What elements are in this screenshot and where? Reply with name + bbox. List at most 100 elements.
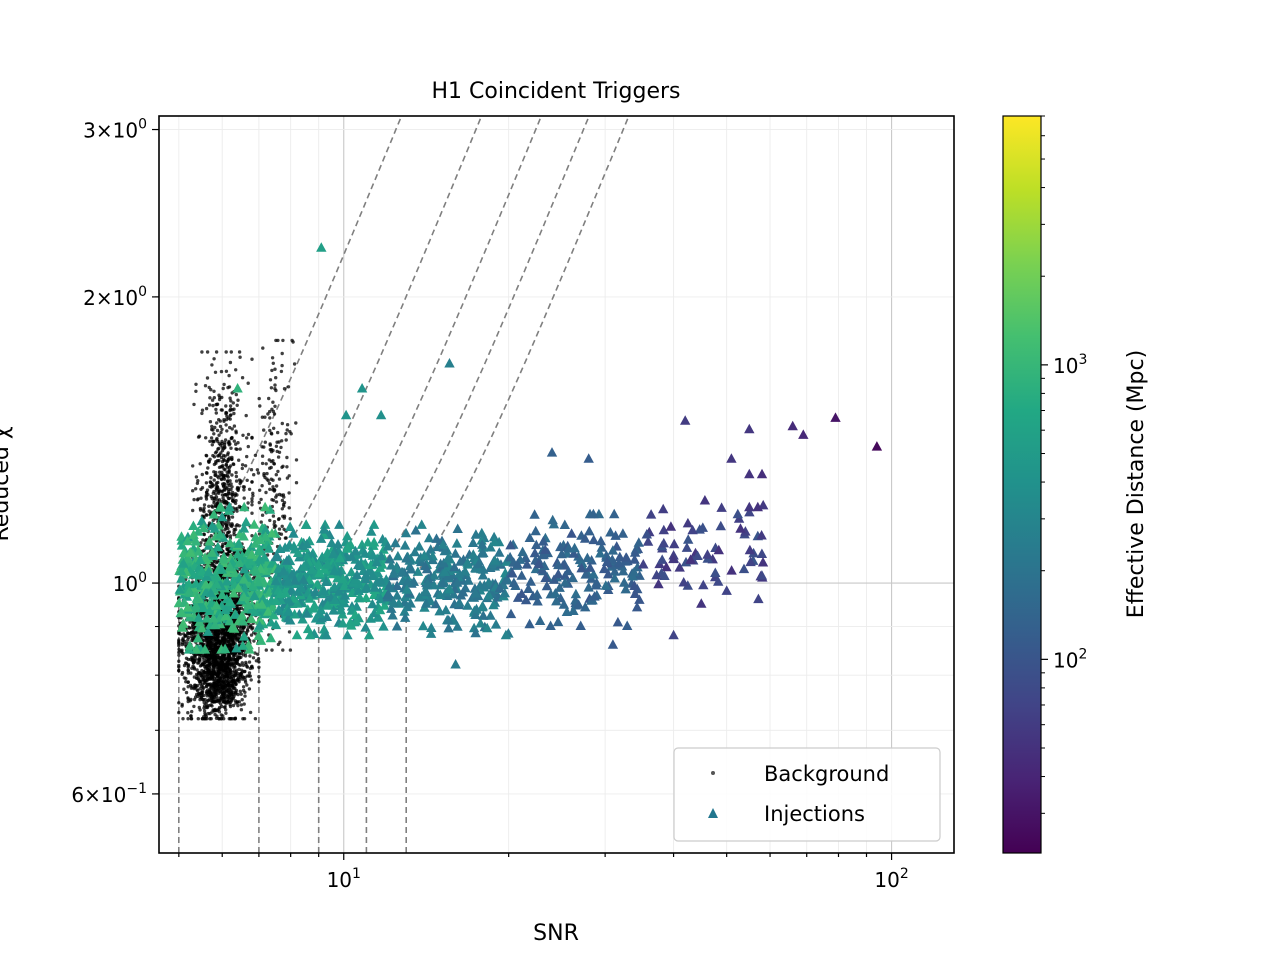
injection-point — [221, 576, 233, 586]
injection-point — [412, 566, 424, 576]
background-point — [230, 408, 234, 412]
injection-point — [555, 541, 566, 552]
injection-point — [665, 521, 677, 531]
background-point — [243, 690, 247, 694]
injection-point — [569, 542, 580, 553]
background-point — [231, 703, 236, 708]
injection-point — [529, 509, 540, 519]
background-point — [207, 504, 211, 508]
background-point — [229, 487, 233, 492]
injection-point — [399, 606, 410, 616]
background-point — [203, 384, 208, 388]
background-point — [222, 477, 227, 481]
background-point — [186, 697, 190, 701]
background-point — [186, 664, 190, 668]
background-point — [259, 497, 263, 502]
injection-point — [193, 546, 205, 556]
injection-point — [401, 553, 412, 563]
injection-point — [502, 574, 513, 584]
background-point — [214, 411, 218, 415]
background-point — [226, 385, 230, 390]
background-point — [225, 465, 230, 469]
injection-point — [216, 564, 227, 574]
background-point — [226, 700, 230, 705]
injection-point — [697, 522, 708, 532]
background-point — [249, 633, 254, 637]
injection-point — [429, 570, 440, 580]
injection-point — [360, 622, 371, 632]
background-point — [234, 661, 239, 665]
background-point — [182, 687, 186, 691]
background-point — [263, 440, 267, 444]
injection-point — [523, 583, 534, 593]
injection-point — [576, 562, 587, 573]
background-point — [228, 695, 232, 700]
background-point — [226, 452, 230, 457]
background-point — [292, 362, 297, 366]
injection-point — [437, 539, 449, 549]
background-point — [212, 478, 216, 482]
background-point — [247, 487, 252, 491]
background-point — [198, 655, 202, 659]
injections-series — [173, 242, 883, 669]
injection-point — [289, 575, 300, 585]
injection-point — [405, 564, 417, 574]
background-point — [211, 687, 215, 691]
injection-point — [392, 550, 404, 561]
injection-point — [540, 544, 551, 554]
background-point — [195, 668, 199, 672]
background-point — [222, 501, 226, 505]
background-point — [225, 681, 229, 685]
injection-point — [207, 520, 218, 531]
injection-point — [558, 599, 570, 609]
injection-point — [177, 622, 188, 632]
injection-point — [554, 582, 565, 592]
injection-point — [321, 629, 332, 640]
background-point — [229, 413, 233, 417]
background-point — [286, 385, 291, 389]
background-point — [202, 503, 207, 507]
injection-point — [225, 596, 236, 606]
background-point — [198, 664, 203, 668]
background-point — [231, 638, 235, 642]
background-point — [268, 416, 272, 420]
background-point — [228, 479, 232, 483]
injection-point — [460, 566, 471, 576]
injection-point — [204, 605, 215, 615]
background-point — [250, 499, 254, 504]
background-point — [207, 460, 211, 464]
background-point — [285, 423, 290, 427]
injection-point — [414, 541, 425, 551]
injection-point — [190, 578, 202, 588]
injection-point — [431, 533, 442, 543]
background-point — [276, 469, 280, 474]
injection-point — [369, 607, 380, 618]
injection-point — [367, 570, 379, 580]
injection-point — [609, 566, 620, 576]
injection-point — [710, 567, 721, 577]
injection-point — [176, 565, 187, 576]
background-point — [274, 444, 279, 448]
background-point — [195, 498, 200, 502]
injection-point — [384, 553, 395, 564]
background-point — [221, 522, 225, 526]
background-point — [287, 491, 291, 495]
background-point — [229, 482, 233, 486]
background-point — [183, 642, 187, 646]
background-point — [206, 657, 211, 661]
injection-point — [387, 610, 398, 620]
background-point — [214, 350, 219, 354]
background-point — [222, 484, 226, 488]
background-point — [226, 677, 230, 681]
background-point — [208, 420, 213, 424]
injection-point — [580, 569, 591, 579]
background-point — [196, 689, 200, 693]
background-point — [273, 367, 277, 371]
injection-point — [274, 543, 286, 553]
background-point — [259, 520, 263, 524]
background-point — [186, 668, 190, 672]
injection-point — [467, 537, 479, 547]
background-point — [208, 484, 212, 489]
background-point — [232, 620, 236, 624]
background-point — [238, 355, 242, 359]
